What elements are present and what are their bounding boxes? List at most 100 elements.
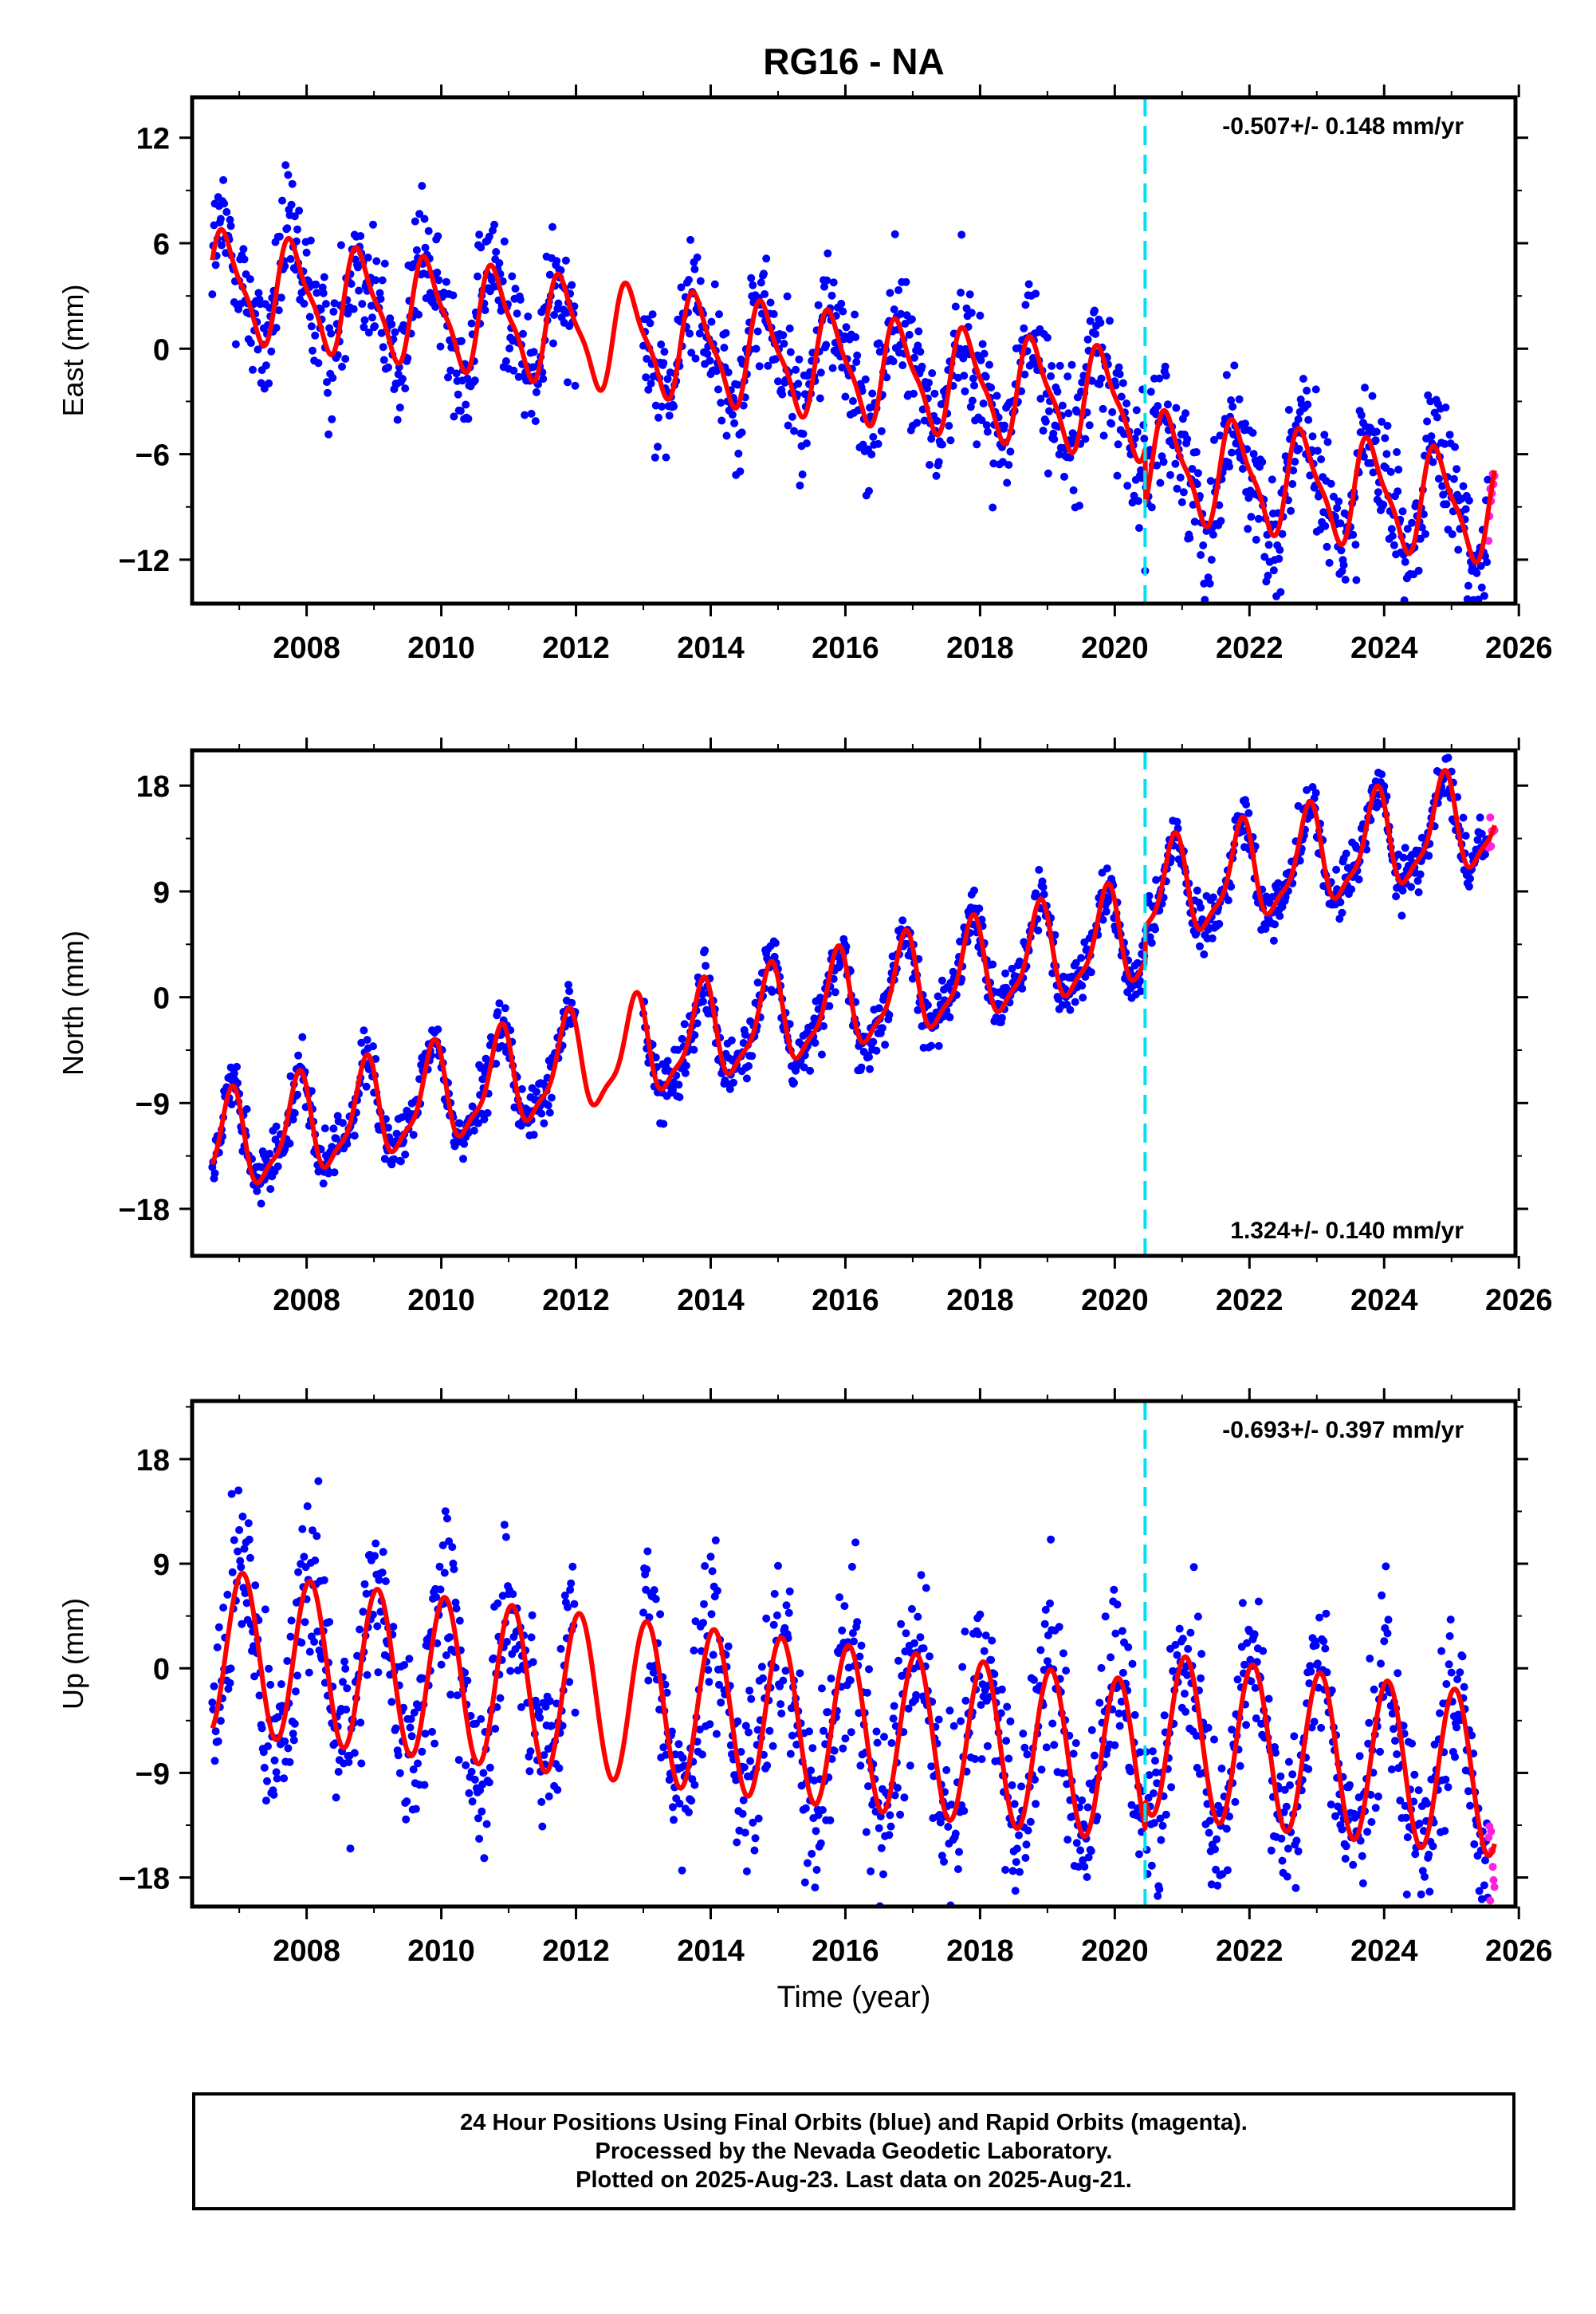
east-point-269 [434, 276, 443, 285]
east-xtick-label-8: 2024 [1350, 632, 1418, 665]
east-point-1167 [1258, 458, 1267, 466]
east-point-122 [311, 331, 320, 340]
east-point-1116 [1215, 501, 1224, 510]
up-point-110 [301, 1618, 309, 1627]
east-xtick-label-9: 2026 [1485, 632, 1553, 665]
up-point-323 [480, 1854, 489, 1863]
up-point-380 [528, 1611, 537, 1619]
up-point-1178 [1267, 1846, 1276, 1855]
east-point-353 [505, 344, 514, 352]
north-point-41 [242, 1105, 251, 1113]
up-point-1242 [1321, 1644, 1330, 1653]
north-point-145 [330, 1168, 339, 1177]
east-point-168 [349, 305, 358, 313]
up-point-1365 [1425, 1850, 1433, 1859]
up-point-582 [765, 1726, 774, 1735]
east-point-580 [764, 361, 772, 370]
north-point-344 [497, 1041, 506, 1050]
up-point-412 [555, 1764, 564, 1773]
east-point-783 [934, 458, 943, 466]
east-point-866 [1004, 461, 1013, 469]
east-point-385 [532, 388, 541, 396]
east-point-406 [550, 311, 559, 319]
north-point-568 [753, 978, 762, 987]
east-point-14 [220, 199, 229, 208]
north-point-399 [544, 1101, 552, 1110]
up-xtick-label-9: 2026 [1485, 1934, 1553, 1968]
east-point-930 [1058, 401, 1067, 410]
east-xtick-label-6: 2020 [1081, 632, 1149, 665]
north-point-23 [227, 1100, 236, 1108]
up-point-290 [452, 1604, 461, 1613]
up-point-761 [916, 1633, 925, 1642]
up-point-181 [360, 1580, 369, 1588]
up-point-679 [847, 1728, 855, 1737]
north-point-983 [1103, 864, 1111, 873]
up-ytick-label-2: 0 [153, 1653, 170, 1686]
up-point-878 [1015, 1831, 1023, 1840]
east-point-1076 [1181, 409, 1190, 418]
east-point-21 [226, 215, 234, 224]
north-point-831 [975, 904, 984, 913]
up-point-74 [270, 1756, 279, 1765]
up-point-59 [257, 1724, 266, 1733]
east-point-1264 [1339, 561, 1348, 569]
east-point-1258 [1335, 497, 1343, 506]
east-point-132 [319, 289, 328, 297]
east-point-912 [1043, 333, 1052, 342]
east-point-257 [424, 226, 433, 235]
east-point-740 [898, 361, 907, 370]
east-point-80 [275, 232, 284, 241]
up-ytick-label-3: −9 [136, 1757, 170, 1791]
north-point-953 [1078, 982, 1087, 990]
up-point-934 [1062, 1667, 1071, 1675]
east-point-522 [715, 310, 723, 319]
up-point-1354 [1415, 1820, 1424, 1828]
up-point-734 [893, 1784, 902, 1793]
east-point-913 [1044, 469, 1052, 478]
up-point-1079 [1184, 1644, 1193, 1653]
up-point-883 [1019, 1730, 1028, 1738]
up-point-918 [1048, 1719, 1057, 1728]
up-point-45 [246, 1553, 254, 1562]
east-point-1147 [1241, 419, 1249, 428]
up-point-987 [1107, 1653, 1115, 1662]
east-point-1125 [1222, 371, 1231, 380]
up-point-1073 [1178, 1635, 1187, 1643]
north-point-368 [517, 1084, 526, 1093]
up-point-1231 [1311, 1641, 1320, 1650]
up-point-414 [556, 1644, 565, 1653]
up-point-725 [886, 1811, 894, 1820]
up-point-659 [830, 1746, 839, 1755]
up-point-1189 [1276, 1772, 1285, 1781]
north-point-660 [831, 988, 839, 997]
up-point-700 [865, 1665, 873, 1674]
north-xtick-label-0: 2008 [273, 1284, 340, 1317]
east-point-70 [267, 347, 276, 356]
north-point-339 [493, 1008, 502, 1017]
up-point-347 [500, 1521, 509, 1529]
east-point-803 [951, 302, 960, 311]
east-point-13 [219, 175, 228, 184]
east-point-165 [347, 280, 356, 288]
north-point-92 [285, 1139, 294, 1148]
east-point-828 [973, 440, 981, 449]
north-point-183 [362, 1082, 371, 1091]
east-point-960 [1083, 335, 1092, 344]
east-point-1140 [1235, 395, 1244, 403]
up-point-1104 [1205, 1828, 1213, 1837]
east-point-181 [360, 316, 369, 325]
east-point-560 [747, 274, 756, 282]
up-point-813 [960, 1807, 969, 1815]
east-point-1436 [1484, 537, 1493, 545]
up-point-1047 [1157, 1836, 1166, 1844]
east-point-1070 [1176, 473, 1185, 482]
up-point-271 [436, 1585, 445, 1594]
east-point-1199 [1284, 406, 1293, 414]
east-point-119 [309, 346, 316, 355]
east-point-435 [642, 373, 651, 382]
up-point-1360 [1421, 1872, 1429, 1881]
east-point-578 [762, 254, 771, 263]
north-point-825 [970, 886, 978, 895]
up-point-518 [711, 1536, 720, 1545]
